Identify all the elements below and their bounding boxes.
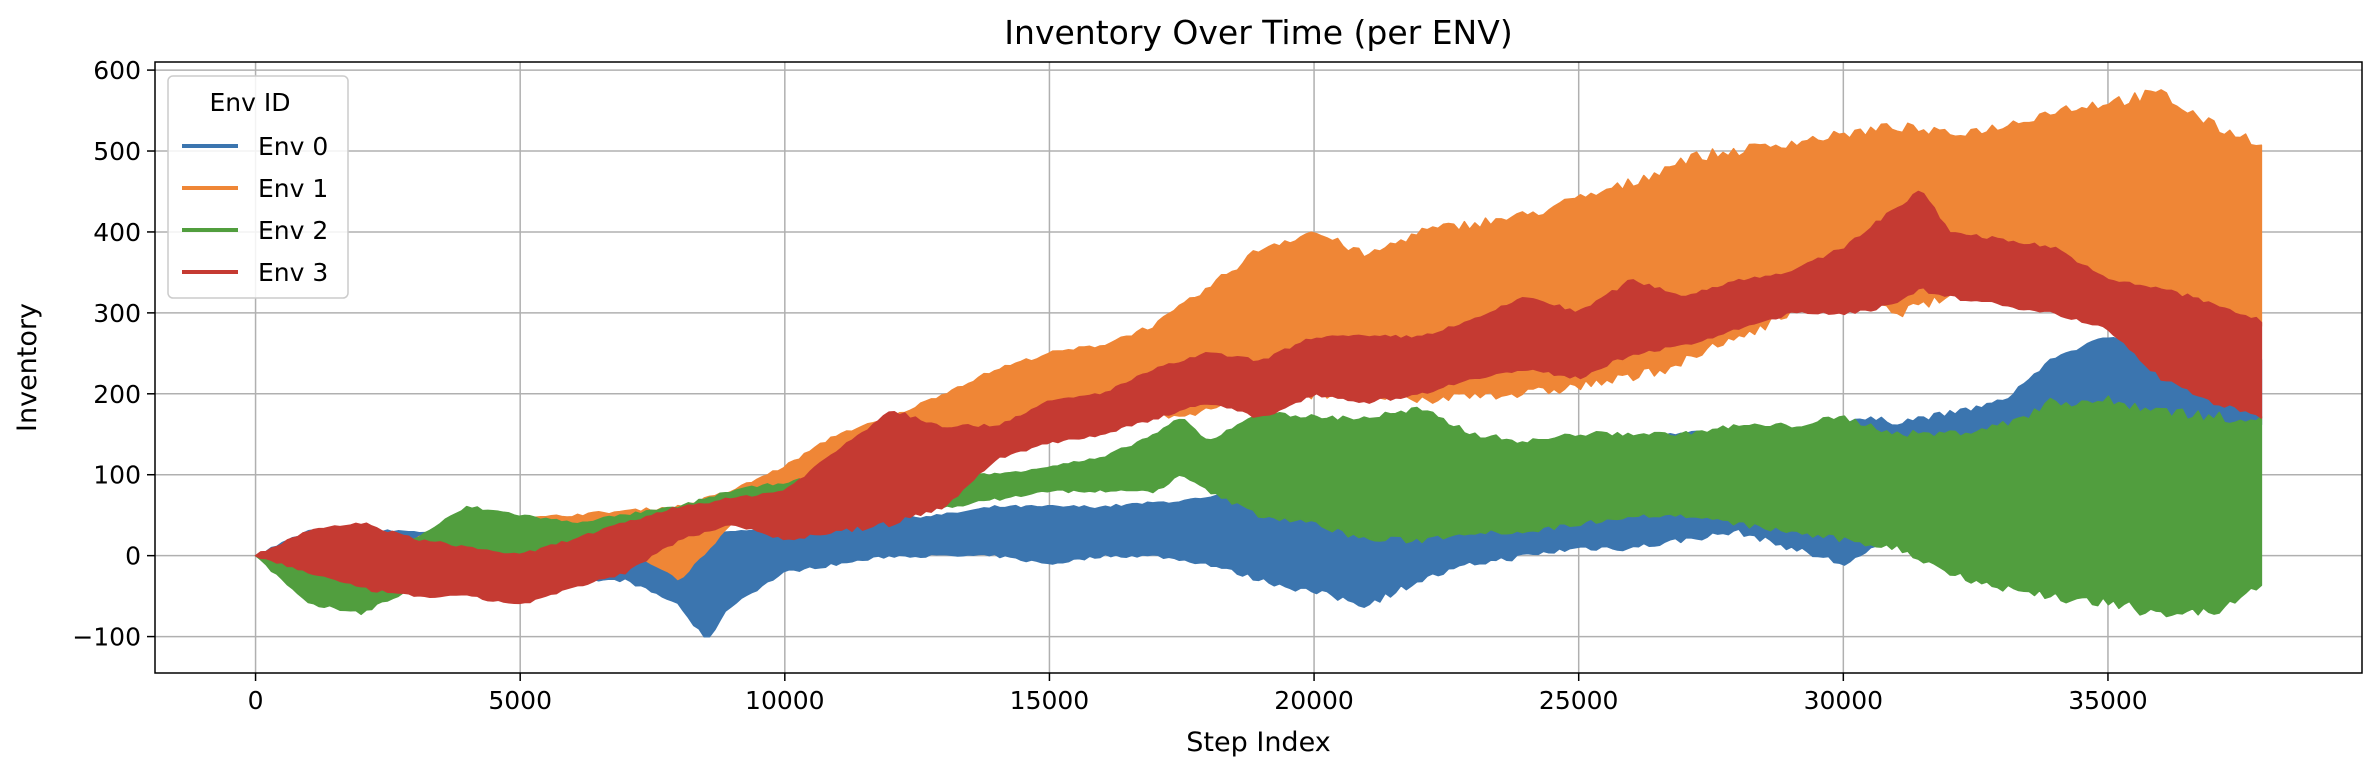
- x-tick-label: 20000: [1274, 686, 1354, 715]
- legend-box: [167, 75, 349, 299]
- series-band-env-3: [254, 190, 2263, 605]
- y-tick-label: 200: [93, 380, 141, 409]
- legend-label: Env 2: [258, 216, 328, 245]
- series-bands: [254, 89, 2263, 638]
- y-tick-label: 100: [93, 461, 141, 490]
- y-axis-title: Inventory: [12, 303, 43, 432]
- y-tick-label: 500: [93, 137, 141, 166]
- y-tick-label: 300: [93, 299, 141, 328]
- y-tick-label: 400: [93, 218, 141, 247]
- y-tick-label: 0: [125, 542, 141, 571]
- x-tick-label: 5000: [488, 686, 552, 715]
- axis-ticks: 0 5000 10000 15000 20000 25000 30000 35000 −100 0…: [72, 56, 2147, 715]
- x-tick-label: 30000: [1804, 686, 1884, 715]
- plot-frame: [154, 61, 2363, 674]
- legend-label: Env 1: [258, 174, 328, 203]
- x-tick-label: 15000: [1010, 686, 1090, 715]
- legend-label: Env 3: [258, 258, 328, 287]
- x-tick-label: 25000: [1539, 686, 1619, 715]
- y-tick-label: −100: [72, 623, 141, 652]
- legend-entries: Env 0 Env 1 Env 2 Env 3: [182, 132, 328, 287]
- legend-title: Env ID: [209, 88, 290, 117]
- x-tick-label: 10000: [745, 686, 825, 715]
- legend-label: Env 0: [258, 132, 328, 161]
- chart-title: Inventory Over Time (per ENV): [1004, 13, 1512, 52]
- legend: Env ID Env 0 Env 1 Env 2 Env 3: [167, 75, 349, 299]
- x-tick-label: 0: [248, 686, 264, 715]
- x-axis-title: Step Index: [1186, 727, 1330, 758]
- y-tick-label: 600: [93, 56, 141, 85]
- x-tick-label: 35000: [2068, 686, 2148, 715]
